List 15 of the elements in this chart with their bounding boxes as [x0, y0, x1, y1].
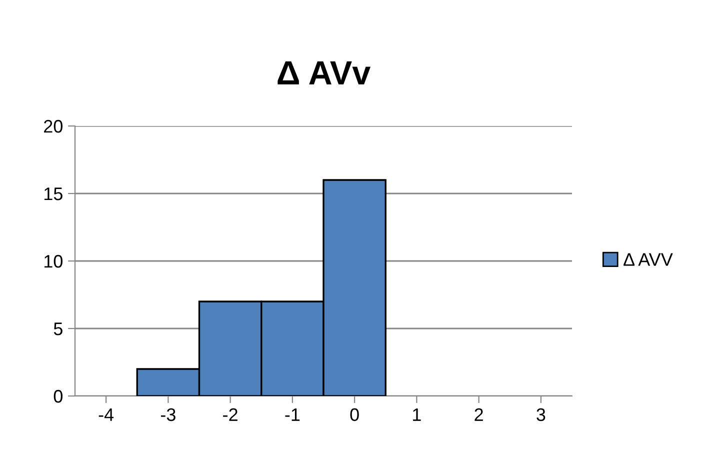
x-tick-label: 3: [536, 408, 546, 422]
y-tick-label: 20: [44, 120, 62, 133]
x-tick-label: 1: [413, 408, 421, 421]
y-tick-label: 10: [44, 254, 62, 268]
x-tick-label: 2: [474, 408, 483, 421]
x-tick-label: -3: [160, 408, 176, 422]
y-tick-label: 15: [44, 188, 62, 200]
chart-title: Δ AVv: [278, 61, 371, 84]
y-tick-label: 0: [54, 390, 62, 403]
x-tick-label: -2: [223, 408, 238, 421]
legend-label: Δ AVV: [624, 253, 673, 266]
x-tick-label: -1: [285, 408, 300, 421]
x-tick-label: -4: [98, 408, 114, 421]
y-tick-label: 5: [54, 322, 62, 336]
x-tick-label: 0: [350, 408, 359, 422]
